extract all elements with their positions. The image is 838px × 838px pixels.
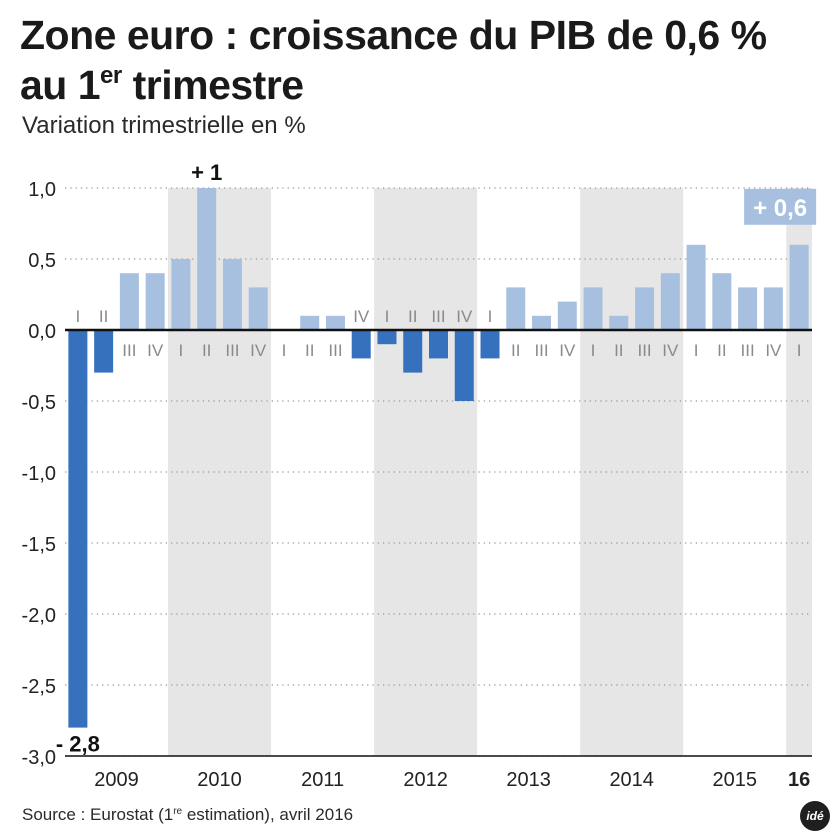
bar <box>68 330 88 728</box>
data-label: + 1 <box>191 160 222 185</box>
year-label: 2011 <box>301 769 344 791</box>
quarter-label: IV <box>456 307 473 326</box>
quarter-label: IV <box>147 341 164 360</box>
bar <box>197 188 217 330</box>
quarter-label: I <box>488 307 493 326</box>
source-prefix: Source : Eurostat (1 <box>22 805 174 824</box>
quarter-label: I <box>76 307 81 326</box>
quarter-label: IV <box>662 341 679 360</box>
quarter-label: II <box>717 341 726 360</box>
quarter-label: III <box>225 341 239 360</box>
title-line-2: au 1er trimestre <box>20 60 830 110</box>
source-suffix: estimation), avril 2016 <box>182 805 354 824</box>
bar <box>712 273 732 330</box>
quarter-label: III <box>741 341 755 360</box>
bar <box>429 330 448 359</box>
y-tick-label: -2,5 <box>22 676 56 698</box>
data-label: + 0,6 <box>753 195 807 222</box>
source-sup: re <box>173 806 183 817</box>
quarter-label: II <box>99 307 108 326</box>
quarter-label: III <box>534 341 548 360</box>
quarter-label: I <box>591 341 596 360</box>
bar <box>403 330 423 373</box>
chart-title: Zone euro : croissance du PIB de 0,6 % a… <box>20 10 830 110</box>
title-line-2-prefix: au 1 <box>20 62 101 108</box>
y-tick-label: -3,0 <box>22 747 56 769</box>
title-line-2-sup: er <box>100 62 122 89</box>
year-label: 2010 <box>197 769 242 791</box>
title-line-1: Zone euro : croissance du PIB de 0,6 % <box>20 12 767 58</box>
bar <box>145 273 165 330</box>
y-tick-label: -0,5 <box>22 392 56 414</box>
bar <box>532 315 552 330</box>
quarter-label: III <box>328 341 342 360</box>
y-tick-label: 0,0 <box>28 321 56 343</box>
quarter-label: II <box>511 341 520 360</box>
quarter-label: II <box>202 341 211 360</box>
quarter-label: I <box>694 341 699 360</box>
quarter-label: IV <box>250 341 267 360</box>
y-tick-label: 1,0 <box>28 179 56 201</box>
bar <box>583 287 603 330</box>
quarter-label: III <box>431 307 445 326</box>
quarter-label: IV <box>765 341 782 360</box>
bar <box>325 315 345 330</box>
year-label: 2014 <box>609 769 654 791</box>
bar <box>609 315 629 330</box>
year-label: 2009 <box>94 769 139 791</box>
year-label: 2015 <box>712 769 757 791</box>
bar <box>300 315 320 330</box>
bar <box>171 259 191 330</box>
bar <box>377 330 397 345</box>
source-note: Source : Eurostat (1re estimation), avri… <box>22 805 353 825</box>
publisher-logo: idé <box>800 801 830 831</box>
y-tick-label: -1,0 <box>22 463 56 485</box>
title-line-2-suffix: trimestre <box>121 62 304 108</box>
bar <box>119 273 139 330</box>
annotation-box <box>744 188 817 225</box>
year-label: 2013 <box>506 769 551 791</box>
quarter-label: I <box>282 341 287 360</box>
year-label: 2012 <box>403 769 448 791</box>
quarter-label: IV <box>559 341 576 360</box>
chart-subtitle: Variation trimestrielle en % <box>22 112 306 139</box>
quarter-label: II <box>305 341 314 360</box>
bar <box>454 330 474 401</box>
bar <box>480 330 500 359</box>
data-label: - 2,8 <box>56 732 100 757</box>
bar <box>738 287 758 330</box>
bar <box>351 330 371 359</box>
quarter-label: I <box>797 341 802 360</box>
bar <box>248 287 268 330</box>
bar <box>660 273 680 330</box>
bar <box>686 244 706 330</box>
bar <box>789 244 809 330</box>
bar <box>222 259 242 330</box>
bar <box>763 287 783 330</box>
bar <box>94 330 114 373</box>
y-tick-label: -1,5 <box>22 534 56 556</box>
quarter-label: III <box>637 341 651 360</box>
quarter-label: IV <box>353 307 370 326</box>
year-label: 16 <box>788 769 810 791</box>
quarter-label: III <box>122 341 136 360</box>
bar <box>506 287 526 330</box>
quarter-label: I <box>179 341 184 360</box>
bar <box>557 301 577 330</box>
quarter-label: II <box>408 307 417 326</box>
quarter-label: II <box>614 341 623 360</box>
quarter-label: I <box>385 307 390 326</box>
bar <box>635 287 655 330</box>
y-tick-label: -2,0 <box>22 605 56 627</box>
y-tick-label: 0,5 <box>28 250 56 272</box>
